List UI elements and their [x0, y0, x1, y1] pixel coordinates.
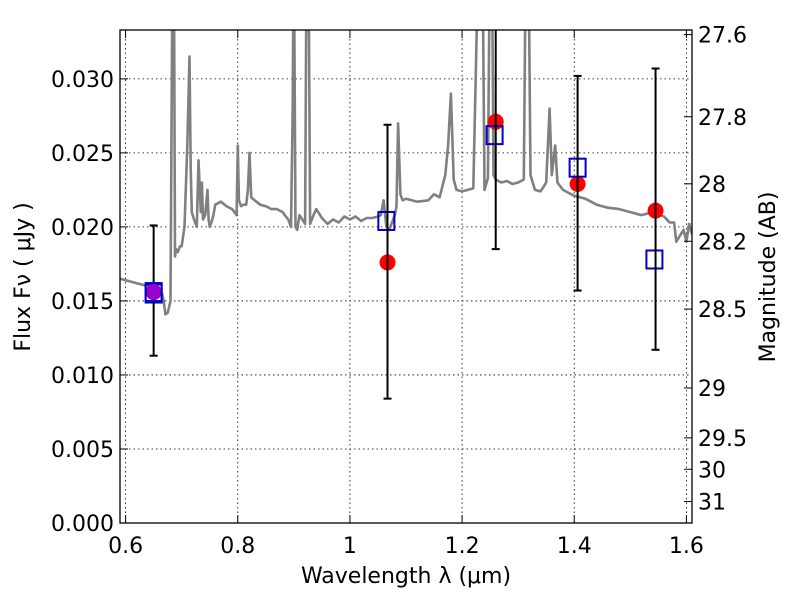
y-tick-label: 0.020	[51, 216, 114, 241]
overlap-square	[144, 282, 163, 303]
model-flux-square	[485, 125, 504, 146]
overlap-marker	[145, 284, 162, 301]
y-tick-label: 0.015	[51, 290, 114, 315]
y2-tick-label: 28.2	[698, 230, 747, 255]
model-flux-square	[645, 249, 664, 270]
y-tick-label: 0.010	[51, 364, 114, 389]
tick-labels: 0.6 0.8 1 1.2 1.4 1.6 0.000 0.005 0.010 0.015 0.02…	[51, 24, 747, 559]
y2-axis-label: Magnitude (AB)	[756, 192, 781, 363]
plot-background	[120, 30, 692, 523]
y2-tick-label: 28.5	[698, 298, 747, 323]
y2-tick-label: 28	[698, 173, 726, 198]
grid	[120, 30, 692, 524]
y2-tick-label: 27.6	[698, 24, 747, 49]
y2-tick-label: 27.8	[698, 106, 747, 131]
y-tick-label: 0.025	[51, 142, 114, 167]
axis-ticks	[120, 30, 692, 524]
model-flux-square	[377, 210, 396, 231]
spectrum-line	[120, 30, 692, 316]
y-axis-label: Flux Fν ( μJy )	[11, 202, 36, 351]
data-layer	[120, 30, 692, 400]
plot-frame	[119, 29, 693, 524]
y2-tick-label: 29	[698, 377, 726, 402]
x-tick-label: 1.2	[445, 534, 480, 559]
y2-tick-label: 30	[698, 458, 726, 483]
y-tick-label: 0.000	[51, 512, 114, 537]
y2-tick-label: 29.5	[698, 427, 747, 452]
y2-tick-label: 31	[698, 491, 726, 516]
x-tick-label: 1.6	[669, 534, 704, 559]
x-tick-label: 0.8	[220, 534, 255, 559]
x-tick-label: 0.6	[108, 534, 143, 559]
x-axis-label: Wavelength λ (μm)	[301, 564, 511, 589]
y-tick-label: 0.030	[51, 68, 114, 93]
y-tick-label: 0.005	[51, 438, 114, 463]
x-tick-label: 1	[343, 534, 357, 559]
x-tick-label: 1.4	[557, 534, 592, 559]
